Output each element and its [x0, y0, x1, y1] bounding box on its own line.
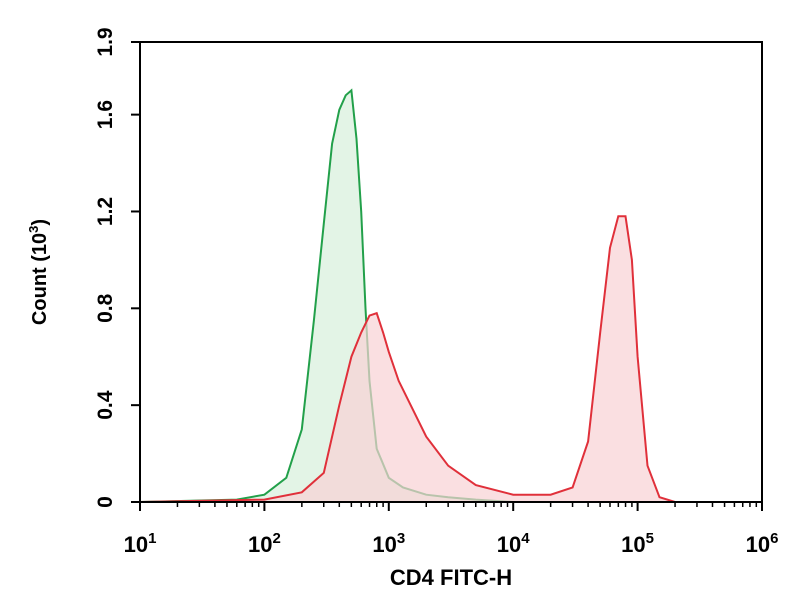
x-tick-exponent: 2	[272, 530, 280, 547]
x-tick-label: 102	[248, 530, 281, 557]
y-tick-label: 1.6	[94, 100, 117, 129]
x-tick-base: 10	[124, 532, 148, 557]
x-tick-label: 103	[372, 530, 405, 557]
x-axis-title: CD4 FITC-H	[390, 565, 512, 590]
x-tick-label: 104	[497, 530, 530, 557]
y-tick-label: 0.8	[94, 293, 117, 323]
y-tick-label: 0.4	[94, 390, 117, 420]
series-layer	[139, 88, 676, 503]
y-axis-ticks: 0 0.4 0.8 1.2 1.6 1.9	[94, 27, 140, 508]
y-tick-label: 1.9	[94, 27, 117, 56]
y-tick-label: 0	[94, 496, 117, 508]
series-2-line	[139, 215, 676, 503]
x-tick-exponent: 6	[770, 530, 778, 547]
series-1-area	[140, 90, 514, 503]
x-tick-label: 105	[621, 530, 654, 557]
x-tick-base: 10	[372, 532, 396, 557]
series-2-area	[140, 216, 675, 503]
x-tick-base: 10	[248, 532, 272, 557]
plot-frame	[139, 41, 763, 503]
x-tick-exponent: 3	[397, 530, 405, 547]
y-axis-title: Count (103)	[26, 219, 51, 325]
y-axis-title-exponent: 3	[26, 226, 41, 233]
x-tick-base: 10	[621, 532, 645, 557]
x-tick-exponent: 5	[646, 530, 654, 547]
y-axis-title-main: Count (10	[29, 233, 51, 325]
x-axis-ticks: 101 102 103 104 105 106	[124, 502, 779, 557]
x-tick-base: 10	[746, 532, 770, 557]
x-tick-exponent: 4	[521, 530, 530, 547]
y-tick-label: 1.2	[94, 197, 117, 226]
x-tick-label: 106	[746, 530, 779, 557]
x-tick-label: 101	[124, 530, 157, 557]
y-axis-title-close: )	[29, 219, 51, 226]
x-tick-base: 10	[497, 532, 521, 557]
x-tick-exponent: 1	[148, 530, 156, 547]
